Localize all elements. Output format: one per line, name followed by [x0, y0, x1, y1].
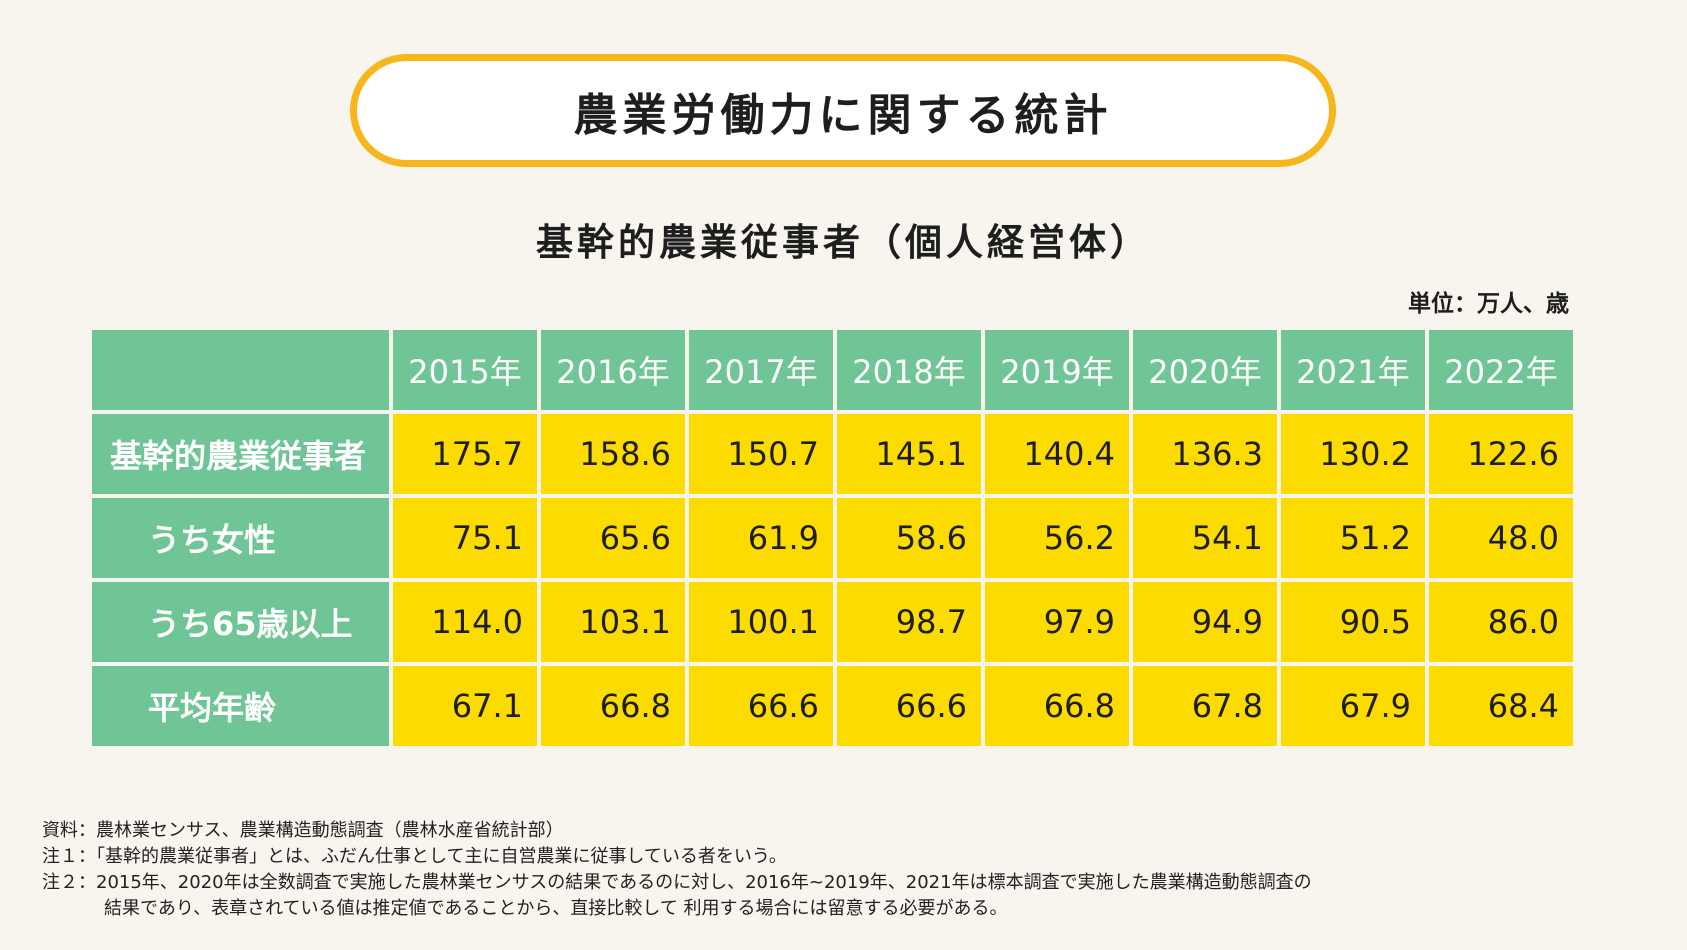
data-cell: 65.6 — [541, 498, 685, 578]
data-cell: 58.6 — [837, 498, 981, 578]
data-cell: 56.2 — [985, 498, 1129, 578]
note-1: 注１：「基幹的農業従事者」とは、ふだん仕事として主に自営農業に従事している者をい… — [42, 846, 787, 867]
data-cell: 66.6 — [837, 666, 981, 746]
data-cell: 145.1 — [837, 414, 981, 494]
data-cell: 140.4 — [985, 414, 1129, 494]
data-cell: 51.2 — [1281, 498, 1425, 578]
table-row: 基幹的農業従事者 175.7 158.6 150.7 145.1 140.4 1… — [92, 414, 1573, 494]
data-cell: 68.4 — [1429, 666, 1573, 746]
data-cell: 66.8 — [985, 666, 1129, 746]
data-cell: 136.3 — [1133, 414, 1277, 494]
table-row: うち女性 75.1 65.6 61.9 58.6 56.2 54.1 51.2 … — [92, 498, 1573, 578]
table-row: 平均年齢 67.1 66.8 66.6 66.6 66.8 67.8 67.9 … — [92, 666, 1573, 746]
data-cell: 103.1 — [541, 582, 685, 662]
year-header: 2021年 — [1281, 330, 1425, 410]
note-2: 注２：2015年、2020年は全数調査で実施した農林業センサスの結果であるのに対… — [42, 872, 1312, 893]
data-cell: 90.5 — [1281, 582, 1425, 662]
data-cell: 100.1 — [689, 582, 833, 662]
year-header: 2019年 — [985, 330, 1129, 410]
title-banner: 農業労働力に関する統計 — [350, 54, 1336, 167]
year-header: 2015年 — [393, 330, 537, 410]
year-header: 2016年 — [541, 330, 685, 410]
data-cell: 86.0 — [1429, 582, 1573, 662]
data-cell: 94.9 — [1133, 582, 1277, 662]
data-cell: 158.6 — [541, 414, 685, 494]
data-cell: 67.8 — [1133, 666, 1277, 746]
data-cell: 67.1 — [393, 666, 537, 746]
data-cell: 122.6 — [1429, 414, 1573, 494]
header-row: 2015年 2016年 2017年 2018年 2019年 2020年 2021… — [92, 330, 1573, 410]
unit-label: 単位：万人、歳 — [1408, 291, 1569, 317]
year-header: 2018年 — [837, 330, 981, 410]
data-cell: 66.8 — [541, 666, 685, 746]
row-label: うち女性 — [92, 498, 389, 578]
data-cell: 150.7 — [689, 414, 833, 494]
data-cell: 98.7 — [837, 582, 981, 662]
statistics-table: 2015年 2016年 2017年 2018年 2019年 2020年 2021… — [88, 326, 1577, 750]
source-note: 資料：農林業センサス、農業構造動態調査（農林水産省統計部） — [42, 820, 564, 841]
page-title: 農業労働力に関する統計 — [573, 89, 1113, 141]
data-cell: 175.7 — [393, 414, 537, 494]
data-cell: 48.0 — [1429, 498, 1573, 578]
data-cell: 114.0 — [393, 582, 537, 662]
year-header: 2020年 — [1133, 330, 1277, 410]
data-cell: 75.1 — [393, 498, 537, 578]
row-label: 基幹的農業従事者 — [92, 414, 389, 494]
year-header: 2017年 — [689, 330, 833, 410]
table-row: うち65歳以上 114.0 103.1 100.1 98.7 97.9 94.9… — [92, 582, 1573, 662]
data-cell: 97.9 — [985, 582, 1129, 662]
row-label: うち65歳以上 — [92, 582, 389, 662]
data-cell: 61.9 — [689, 498, 833, 578]
data-cell: 54.1 — [1133, 498, 1277, 578]
corner-cell — [92, 330, 389, 410]
data-cell: 130.2 — [1281, 414, 1425, 494]
note-2-continuation: 結果であり、表章されている値は推定値であることから、直接比較して 利用する場合に… — [104, 898, 1008, 919]
footnotes: 資料：農林業センサス、農業構造動態調査（農林水産省統計部） 注１：「基幹的農業従… — [42, 818, 1652, 922]
data-cell: 66.6 — [689, 666, 833, 746]
table-subtitle: 基幹的農業従事者（個人経営体） — [536, 221, 1151, 264]
year-header: 2022年 — [1429, 330, 1573, 410]
row-label: 平均年齢 — [92, 666, 389, 746]
data-cell: 67.9 — [1281, 666, 1425, 746]
